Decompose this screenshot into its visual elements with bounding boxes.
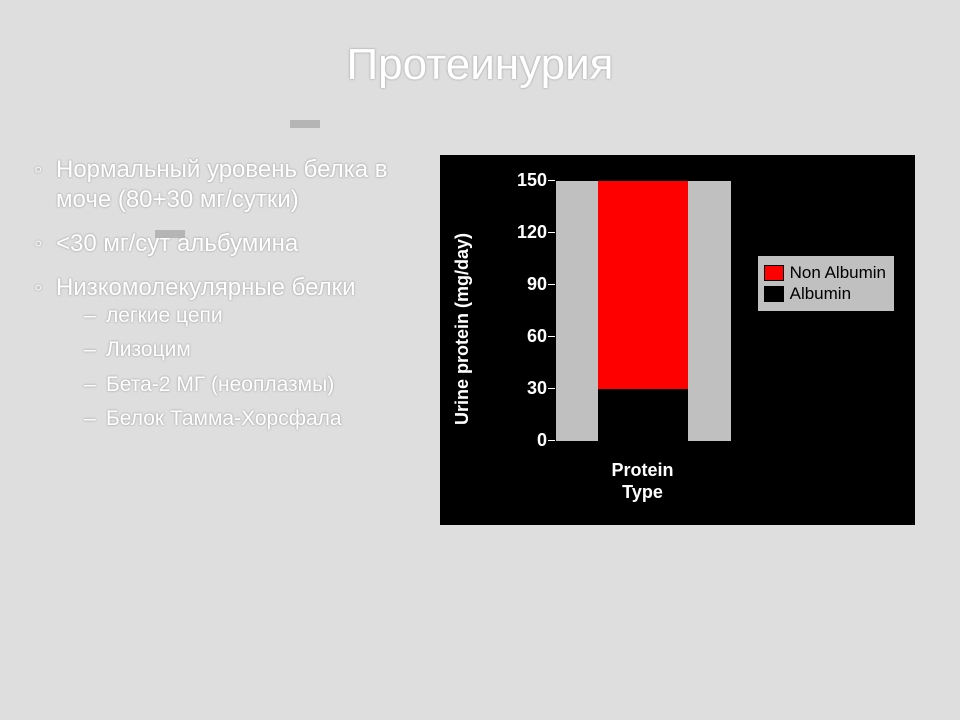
slide: Протеинурия Нормальный уровень белка в м… xyxy=(0,0,960,720)
legend-label: Albumin xyxy=(790,285,851,304)
sub-bullet-item: Бета-2 МГ (неоплазмы) xyxy=(56,372,430,398)
y-tick-mark xyxy=(548,388,555,389)
sub-bullet-text: Бета-2 МГ (неоплазмы) xyxy=(106,373,334,396)
y-tick-mark xyxy=(548,440,555,441)
sub-bullet-text: Белок Тамма-Хорсфала xyxy=(106,407,342,430)
bullet-text: <30 мг/сут альбумина xyxy=(56,230,298,257)
sub-bullet-item: Лизоцим xyxy=(56,337,430,363)
bullet-list: Нормальный уровень белка в моче (80+30 м… xyxy=(30,155,430,446)
y-tick-label: 30 xyxy=(507,378,547,399)
bullet-text: Нормальный уровень белка в моче (80+30 м… xyxy=(56,156,387,213)
y-tick-label: 120 xyxy=(507,222,547,243)
bar-segment xyxy=(598,389,688,441)
sub-bullet-item: Белок Тамма-Хорсфала xyxy=(56,406,430,432)
y-tick-label: 150 xyxy=(507,170,547,191)
y-tick-mark xyxy=(548,284,555,285)
legend: Non Albumin Albumin xyxy=(757,255,895,312)
y-tick-mark xyxy=(548,336,555,337)
bar-segment xyxy=(598,181,688,389)
y-tick-label: 90 xyxy=(507,274,547,295)
legend-label: Non Albumin xyxy=(790,264,886,283)
sub-bullet-text: легкие цепи xyxy=(106,304,223,327)
x-axis-label: ProteinType xyxy=(555,460,730,503)
plot-area xyxy=(555,180,732,442)
y-axis-label: Urine protein (mg/day) xyxy=(452,233,473,425)
legend-item: Non Albumin xyxy=(764,264,886,283)
y-tick-mark xyxy=(548,180,555,181)
page-title: Протеинурия xyxy=(0,40,960,90)
bullet-item: <30 мг/сут альбумина xyxy=(30,229,430,259)
y-tick-label: 0 xyxy=(507,430,547,451)
y-tick-label: 60 xyxy=(507,326,547,347)
sub-bullet-item: легкие цепи xyxy=(56,303,430,329)
sub-bullet-text: Лизоцим xyxy=(106,338,191,361)
urine-protein-chart: Urine protein (mg/day) 0 30 60 90 120 150 Pro… xyxy=(440,155,915,525)
decorator-bar xyxy=(290,120,320,128)
legend-item: Albumin xyxy=(764,285,886,304)
bullet-item: Низкомолекулярные белки легкие цепи Лизо… xyxy=(30,273,430,432)
legend-swatch xyxy=(764,265,784,281)
stacked-bar xyxy=(598,181,688,441)
legend-swatch xyxy=(764,286,784,302)
bullet-item: Нормальный уровень белка в моче (80+30 м… xyxy=(30,155,430,215)
bullet-text: Низкомолекулярные белки xyxy=(56,274,356,301)
y-tick-mark xyxy=(548,232,555,233)
